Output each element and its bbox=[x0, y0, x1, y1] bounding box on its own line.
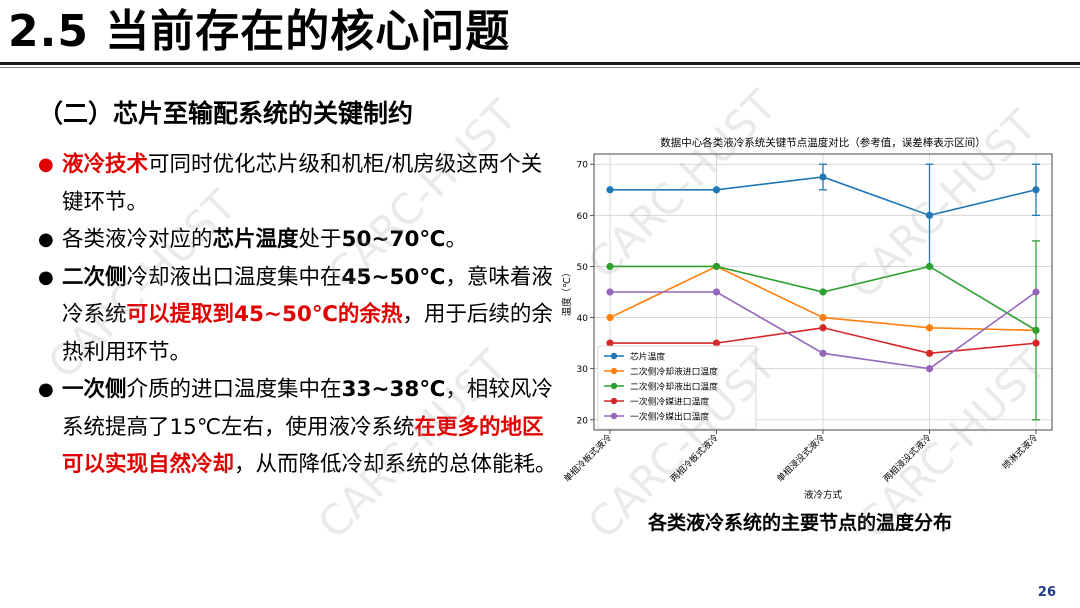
legend-box bbox=[597, 345, 757, 430]
temperature-chart: 数据中心各类液冷系统关键节点温度对比（参考值，误差棒表示区间） 20 30 40 50 6… bbox=[560, 128, 1060, 506]
plot-frame bbox=[593, 153, 1053, 431]
bullet-segment: 45~50℃ bbox=[341, 264, 446, 290]
legend-swatch-marker bbox=[610, 367, 618, 375]
data-point bbox=[606, 313, 614, 322]
data-point bbox=[925, 349, 934, 357]
y-tick-label: 60 bbox=[577, 212, 589, 222]
bullet-text: 一次侧介质的进口温度集中在33~38℃，相较风冷系统提高了15℃左右，使用液冷系… bbox=[62, 377, 557, 477]
bullet-segment: 50~70℃ bbox=[341, 227, 446, 252]
bullet-segment: 一次侧 bbox=[62, 377, 127, 402]
x-axis-label: 液冷方式 bbox=[804, 489, 843, 501]
legend-swatch-marker bbox=[610, 397, 618, 405]
x-tick-label: 单相浸没式液冷 bbox=[774, 432, 827, 485]
legend-label: 一次侧冷媒进口温度 bbox=[630, 396, 709, 408]
data-point bbox=[1032, 326, 1040, 334]
data-point bbox=[712, 339, 721, 347]
bullet-segment: 冷却液出口温度集中在 bbox=[126, 264, 342, 290]
bullet-segment: 处于 bbox=[298, 227, 342, 252]
bullet-segment: ，相较风冷系统提高了15℃左右，使用液冷系统 bbox=[62, 377, 553, 440]
legend-label: 二次侧冷却液出口温度 bbox=[630, 381, 718, 393]
y-tick-label: 20 bbox=[577, 416, 589, 426]
legend-swatch-marker bbox=[610, 352, 618, 360]
data-point bbox=[925, 365, 934, 373]
data-point bbox=[712, 262, 721, 271]
chart-svg: 数据中心各类液冷系统关键节点温度对比（参考值，误差棒表示区间） 20 30 40 50 6… bbox=[561, 136, 1053, 501]
y-tick-label: 70 bbox=[577, 161, 589, 171]
legend-label: 芯片温度 bbox=[630, 351, 665, 363]
data-point bbox=[606, 339, 614, 347]
chart-caption: 各类液冷系统的主要节点的温度分布 bbox=[647, 512, 952, 534]
bullet-segment: 33~38℃ bbox=[341, 377, 446, 402]
bullet-segment: 。 bbox=[445, 227, 467, 252]
title-divider bbox=[0, 62, 1080, 65]
bullet-segment: 二次侧 bbox=[62, 264, 127, 290]
bullet-item: ● 二次侧冷却液出口温度集中在45~50℃，意味着液冷系统可以提取到45~50℃… bbox=[38, 259, 558, 372]
page-number: 26 bbox=[1037, 585, 1056, 600]
data-point bbox=[1032, 186, 1040, 194]
bullet-dot-icon: ● bbox=[38, 154, 54, 175]
legend-swatch-marker bbox=[610, 412, 618, 420]
data-point bbox=[712, 186, 721, 194]
data-point bbox=[819, 313, 827, 322]
y-axis-label: 温度（℃） bbox=[561, 268, 573, 317]
data-point bbox=[1032, 339, 1040, 347]
title-divider-thin bbox=[0, 67, 1080, 68]
x-tick-label: 喷淋式液冷 bbox=[1000, 432, 1040, 472]
bullet-segment: 可同时优化芯片级和机柜/机房级这两个关键环节。 bbox=[62, 152, 543, 215]
bullet-item: ● 各类液冷对应的芯片温度处于50~70℃。 bbox=[38, 221, 558, 259]
data-point bbox=[712, 288, 721, 296]
bullet-segment: 在更多的地区可以实现自然冷却 bbox=[62, 414, 544, 478]
data-point bbox=[606, 288, 614, 296]
x-tick-label: 两相冷板式液冷 bbox=[668, 432, 721, 485]
y-tick-label: 30 bbox=[577, 365, 589, 375]
data-point bbox=[925, 211, 934, 219]
x-tick-label: 单相冷板式液冷 bbox=[561, 432, 614, 485]
bullet-dot-icon: ● bbox=[38, 379, 54, 400]
data-point bbox=[819, 173, 827, 181]
legend-label: 二次侧冷却液进口温度 bbox=[630, 366, 718, 378]
slide-title: 2.5 当前存在的核心问题 bbox=[8, 6, 511, 57]
bullet-segment: 各类液冷对应的 bbox=[62, 227, 213, 252]
bullet-segment: ，意味着液冷系统 bbox=[62, 264, 553, 328]
bullet-text: 各类液冷对应的芯片温度处于50~70℃。 bbox=[62, 227, 467, 252]
section-subtitle: （二）芯片至输配系统的关键制约 bbox=[38, 99, 414, 128]
data-point bbox=[925, 262, 934, 271]
bullet-segment: 液冷技术 bbox=[62, 152, 149, 177]
data-point bbox=[1032, 288, 1040, 296]
bullet-item: ● 液冷技术可同时优化芯片级和机柜/机房级这两个关键环节。 bbox=[38, 146, 558, 221]
data-point bbox=[819, 288, 827, 296]
data-point bbox=[819, 324, 827, 332]
y-tick-label: 40 bbox=[577, 314, 589, 324]
x-tick-label: 两相浸没式液冷 bbox=[881, 432, 934, 485]
bullet-list: ● 液冷技术可同时优化芯片级和机柜/机房级这两个关键环节。 ● 各类液冷对应的芯… bbox=[38, 146, 558, 484]
bullet-segment: ，从而降低冷却系统的总体能耗。 bbox=[234, 452, 557, 477]
bullet-segment: 芯片温度 bbox=[212, 227, 299, 252]
bullet-text: 二次侧冷却液出口温度集中在45~50℃，意味着液冷系统可以提取到45~50℃的余… bbox=[62, 265, 553, 365]
data-point bbox=[606, 186, 614, 194]
bullet-segment: ，用于后续的余热利用环节。 bbox=[62, 302, 553, 365]
bullet-dot-icon: ● bbox=[38, 229, 54, 250]
chart-title: 数据中心各类液冷系统关键节点温度对比（参考值，误差棒表示区间） bbox=[660, 136, 986, 149]
data-point bbox=[819, 349, 827, 357]
data-point bbox=[606, 262, 614, 271]
bullet-segment: 介质的进口温度集中在 bbox=[126, 377, 342, 402]
bullet-dot-icon: ● bbox=[38, 266, 54, 288]
bullet-item: ● 一次侧介质的进口温度集中在33~38℃，相较风冷系统提高了15℃左右，使用液… bbox=[38, 371, 558, 484]
data-point bbox=[925, 324, 934, 332]
legend-swatch-marker bbox=[610, 382, 618, 390]
y-tick-label: 50 bbox=[577, 263, 589, 273]
bullet-text: 液冷技术可同时优化芯片级和机柜/机房级这两个关键环节。 bbox=[62, 152, 542, 215]
legend-label: 一次侧冷媒出口温度 bbox=[630, 411, 709, 423]
bullet-segment: 可以提取到45~50℃的余热 bbox=[126, 302, 403, 327]
